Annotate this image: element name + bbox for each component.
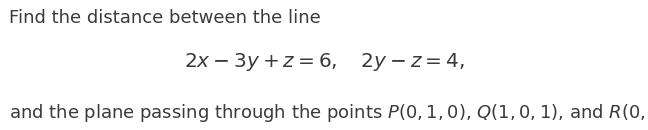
Text: and the plane passing through the points $P(0, 1, 0)$, $Q(1, 0, 1)$, and $R(0, 2: and the plane passing through the points… xyxy=(9,102,648,124)
Text: Find the distance between the line: Find the distance between the line xyxy=(9,9,321,27)
Text: $2x - 3y + z = 6, \quad 2y - z = 4,$: $2x - 3y + z = 6, \quad 2y - z = 4,$ xyxy=(183,51,465,73)
